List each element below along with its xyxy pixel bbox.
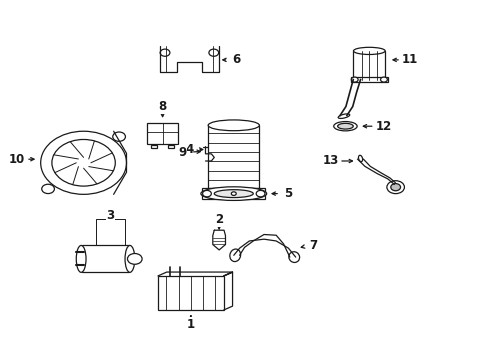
Ellipse shape xyxy=(337,123,352,129)
Bar xyxy=(146,123,178,144)
Ellipse shape xyxy=(229,249,240,262)
Ellipse shape xyxy=(333,122,356,131)
Text: 5: 5 xyxy=(284,187,292,200)
Text: 7: 7 xyxy=(309,239,317,252)
Text: 8: 8 xyxy=(158,100,166,113)
Text: 1: 1 xyxy=(186,318,195,331)
Ellipse shape xyxy=(125,246,135,273)
Text: 4: 4 xyxy=(185,143,194,156)
Circle shape xyxy=(41,184,54,194)
Circle shape xyxy=(390,184,400,191)
Circle shape xyxy=(160,49,169,56)
Circle shape xyxy=(251,192,259,198)
Text: 11: 11 xyxy=(400,53,417,66)
Text: 3: 3 xyxy=(106,210,114,222)
Circle shape xyxy=(207,192,215,198)
Text: 10: 10 xyxy=(9,153,25,166)
Circle shape xyxy=(350,77,357,82)
Circle shape xyxy=(256,190,264,197)
Text: 6: 6 xyxy=(232,53,240,66)
Circle shape xyxy=(202,190,211,197)
Circle shape xyxy=(127,253,142,264)
Ellipse shape xyxy=(353,47,385,54)
Bar xyxy=(350,77,387,82)
Text: 13: 13 xyxy=(322,154,338,167)
Ellipse shape xyxy=(288,252,299,262)
Bar xyxy=(158,276,224,310)
Text: 2: 2 xyxy=(215,213,223,226)
Text: 9: 9 xyxy=(178,145,186,158)
Bar xyxy=(168,145,174,148)
Bar xyxy=(353,51,385,80)
Circle shape xyxy=(386,181,404,194)
Ellipse shape xyxy=(338,114,349,118)
Circle shape xyxy=(208,49,218,56)
Text: 12: 12 xyxy=(375,120,391,133)
Ellipse shape xyxy=(358,155,362,162)
Ellipse shape xyxy=(76,246,86,273)
Circle shape xyxy=(52,139,115,186)
Circle shape xyxy=(380,77,386,82)
Circle shape xyxy=(113,132,125,141)
Ellipse shape xyxy=(214,190,253,198)
Circle shape xyxy=(231,192,236,195)
Bar xyxy=(151,145,157,148)
Bar xyxy=(82,246,128,273)
Bar xyxy=(202,188,265,199)
Ellipse shape xyxy=(208,120,259,131)
Ellipse shape xyxy=(201,187,266,201)
Bar xyxy=(208,125,259,188)
Circle shape xyxy=(41,131,126,194)
